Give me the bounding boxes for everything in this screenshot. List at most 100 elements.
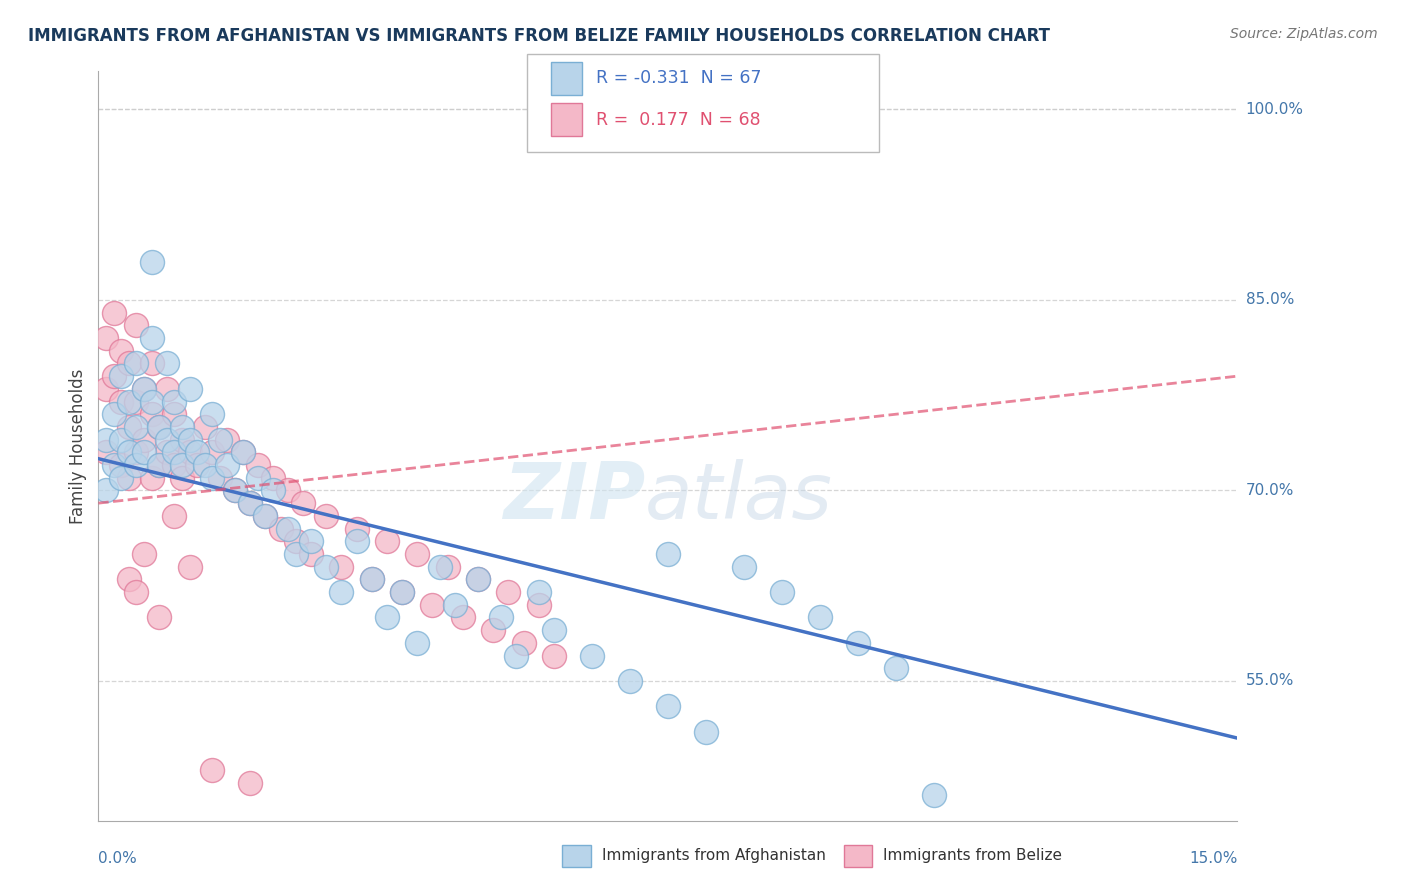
Point (254, 508, 277, 523)
Point (467, 572, 489, 586)
Point (141, 356, 163, 370)
Point (543, 623, 565, 637)
Point (657, 699, 679, 714)
Point (619, 673, 641, 688)
Point (527, 598, 550, 612)
Point (239, 496, 262, 510)
Point (482, 623, 505, 637)
Text: 70.0%: 70.0% (1246, 483, 1294, 498)
Point (132, 547, 155, 561)
Point (94, 445, 117, 459)
Point (194, 420, 217, 434)
Point (208, 471, 231, 485)
Point (346, 522, 368, 536)
Point (770, 585, 793, 599)
Point (695, 724, 717, 739)
Point (360, 572, 382, 586)
Text: ZIP: ZIP (503, 458, 645, 535)
Point (170, 458, 193, 472)
Point (224, 483, 246, 498)
Point (451, 610, 474, 624)
Point (429, 559, 451, 574)
Point (527, 585, 550, 599)
Point (330, 559, 353, 574)
Point (125, 420, 148, 434)
Point (148, 458, 170, 472)
Text: R = -0.331  N = 67: R = -0.331 N = 67 (596, 70, 762, 87)
Point (118, 471, 141, 485)
Point (156, 382, 179, 396)
Point (444, 598, 467, 612)
Point (141, 255, 163, 269)
Point (884, 661, 907, 675)
Point (141, 394, 163, 409)
Text: IMMIGRANTS FROM AFGHANISTAN VS IMMIGRANTS FROM BELIZE FAMILY HOUSEHOLDS CORRELAT: IMMIGRANTS FROM AFGHANISTAN VS IMMIGRANT… (28, 27, 1050, 45)
Point (170, 471, 193, 485)
Text: 85.0%: 85.0% (1246, 293, 1294, 308)
Point (156, 356, 179, 370)
Point (277, 522, 299, 536)
Point (292, 496, 315, 510)
Point (217, 433, 239, 447)
Point (254, 508, 277, 523)
Point (277, 483, 299, 498)
Point (125, 458, 148, 472)
Point (186, 458, 208, 472)
Text: 100.0%: 100.0% (1246, 102, 1303, 117)
Text: Immigrants from Afghanistan: Immigrants from Afghanistan (602, 848, 825, 863)
Point (733, 559, 755, 574)
Text: Immigrants from Belize: Immigrants from Belize (883, 848, 1062, 863)
Point (125, 356, 148, 370)
Point (103, 407, 125, 421)
Point (201, 407, 224, 421)
Point (406, 547, 429, 561)
Point (330, 585, 353, 599)
Point (179, 445, 201, 459)
Point (922, 789, 945, 803)
Point (201, 445, 224, 459)
Point (217, 458, 239, 472)
Point (391, 585, 413, 599)
Point (346, 534, 368, 549)
Point (360, 572, 382, 586)
Point (156, 433, 179, 447)
Point (110, 343, 132, 358)
Text: 0.0%: 0.0% (98, 851, 138, 866)
Point (170, 420, 193, 434)
Point (246, 458, 269, 472)
Text: 55.0%: 55.0% (1246, 673, 1294, 689)
Point (132, 445, 155, 459)
Point (94, 483, 117, 498)
Point (232, 445, 254, 459)
Point (148, 420, 170, 434)
Point (163, 394, 186, 409)
Point (163, 445, 186, 459)
Point (375, 610, 398, 624)
Point (299, 534, 322, 549)
Point (315, 559, 337, 574)
Point (148, 420, 170, 434)
Point (141, 407, 163, 421)
Point (110, 433, 132, 447)
Point (163, 407, 186, 421)
Point (194, 458, 217, 472)
Point (270, 522, 292, 536)
Point (262, 471, 284, 485)
Point (224, 483, 246, 498)
Point (118, 356, 141, 370)
Point (232, 445, 254, 459)
Text: R =  0.177  N = 68: R = 0.177 N = 68 (596, 111, 761, 128)
Point (657, 547, 679, 561)
Text: atlas: atlas (645, 458, 832, 535)
Point (132, 382, 155, 396)
Point (375, 534, 398, 549)
Point (315, 508, 337, 523)
Point (239, 496, 262, 510)
Point (118, 420, 141, 434)
Point (148, 610, 170, 624)
Point (179, 559, 201, 574)
Point (103, 306, 125, 320)
Point (467, 572, 489, 586)
Point (239, 775, 262, 789)
Point (103, 458, 125, 472)
